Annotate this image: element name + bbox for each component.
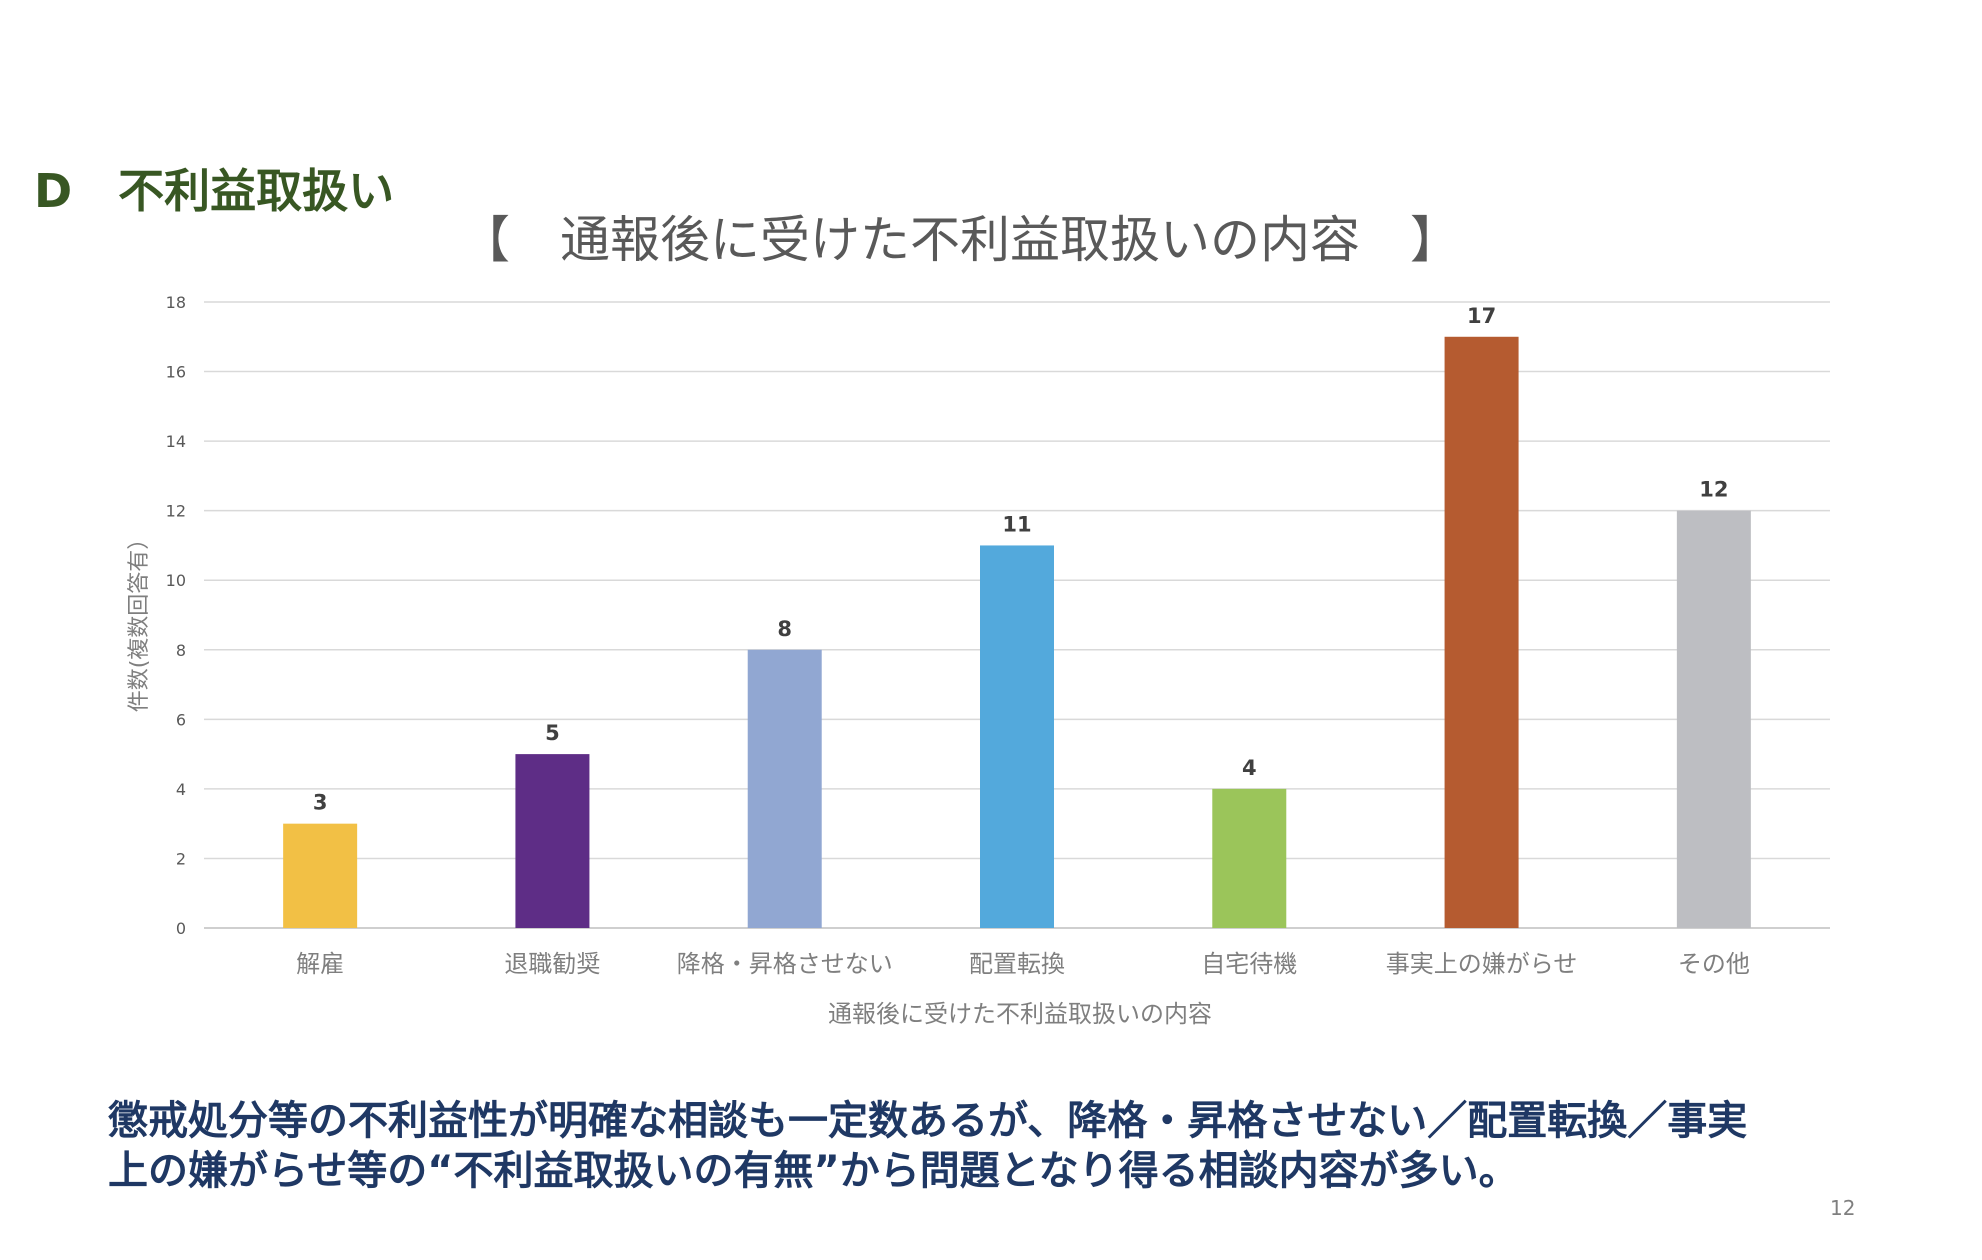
summary-line-2: 上の嫌がらせ等の“不利益取扱いの有無”から問題となり得る相談内容が多い。 [108,1148,1519,1194]
bar-7 [1676,510,1751,928]
x-tick-label: 解雇 [296,950,344,978]
y-axis-title: 件数(複数回答有） [127,528,152,713]
bar-5 [1212,788,1287,928]
bar-2 [515,754,590,928]
summary-text: 懲戒処分等の不利益性が明確な相談も一定数あるが、降格・昇格させない／配置転換／事… [108,1096,1868,1196]
y-tick-label: 0 [176,919,186,938]
x-tick-label: 降格・昇格させない [677,950,893,978]
bar-1 [283,823,358,928]
y-tick-label: 10 [166,571,186,590]
y-tick-label: 6 [176,710,186,729]
x-tick-label: 自宅待機 [1201,950,1297,978]
chart-title: 【 通報後に受けた不利益取扱いの内容 】 [460,211,1460,269]
bar-3 [747,649,822,928]
x-tick-labels: 解雇 退職勧奨 降格・昇格させない 配置転換 自宅待機 事実上の嫌がらせ その他 [296,950,1750,978]
y-tick-labels: 0 2 4 6 8 10 12 14 16 18 [166,293,186,938]
data-labels: 3 5 8 11 4 17 12 [313,304,1729,815]
x-tick-label: 配置転換 [969,950,1065,978]
y-tick-label: 16 [166,363,186,382]
y-tick-label: 2 [176,849,186,868]
y-tick-label: 8 [176,641,186,660]
data-label: 5 [545,721,560,745]
x-axis-title: 通報後に受けた不利益取扱いの内容 [828,1000,1212,1028]
x-tick-label: その他 [1678,950,1750,978]
page-number: 12 [1830,1196,1856,1220]
summary-line-1: 懲戒処分等の不利益性が明確な相談も一定数あるが、降格・昇格させない／配置転換／事… [108,1098,1748,1144]
data-label: 8 [777,617,792,641]
y-tick-label: 18 [166,293,186,312]
x-tick-label: 退職勧奨 [504,950,600,978]
bars [283,336,1751,928]
y-tick-label: 14 [166,432,186,451]
data-label: 11 [1002,512,1031,536]
y-tick-label: 4 [176,780,186,799]
data-label: 17 [1467,304,1496,328]
data-label: 3 [313,791,328,815]
data-label: 12 [1699,478,1728,502]
x-tick-label: 事実上の嫌がらせ [1386,950,1578,978]
data-label: 4 [1242,756,1257,780]
bar-6 [1444,336,1519,928]
section-heading: D 不利益取扱い [34,164,395,218]
y-tick-label: 12 [166,502,186,521]
bar-chart: 0 2 4 6 8 10 12 14 16 18 3 5 8 11 4 17 12 解雇 退職勧奨 降格・昇格させ… [127,293,1830,1028]
bar-4 [980,545,1054,928]
